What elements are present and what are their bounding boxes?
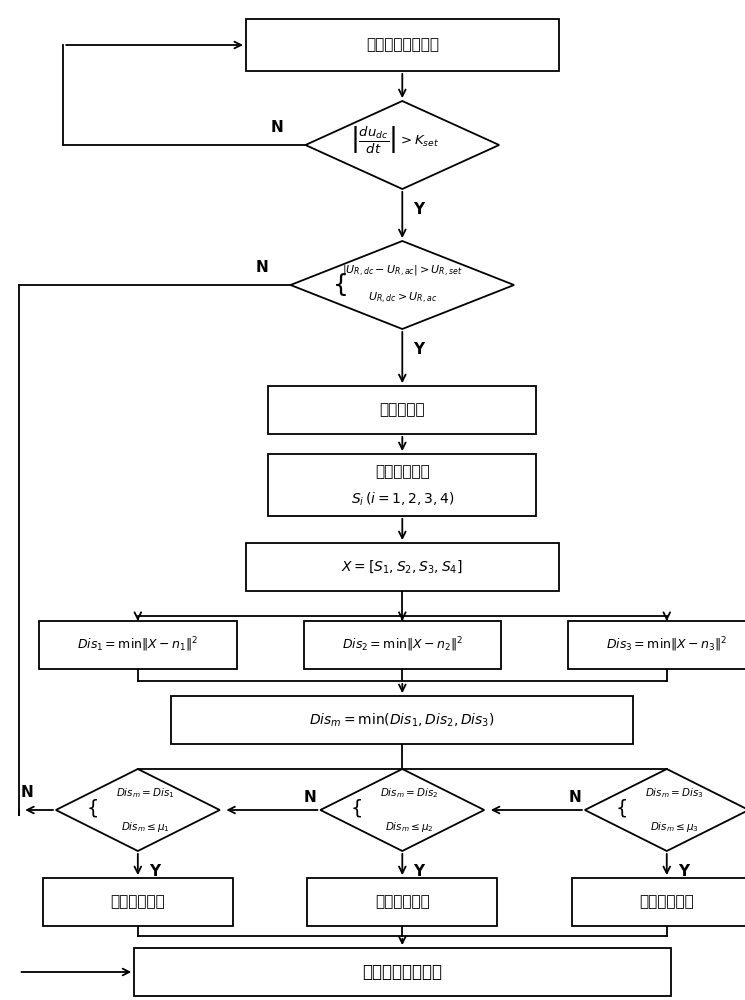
Text: $Dis_m\leq\mu_1$: $Dis_m\leq\mu_1$ — [121, 820, 170, 834]
Text: Y: Y — [413, 864, 425, 879]
Text: N: N — [568, 790, 581, 805]
Text: 时间窗口求和: 时间窗口求和 — [375, 464, 430, 480]
Text: $Dis_3=\min\Vert X-n_3\Vert^2$: $Dis_3=\min\Vert X-n_3\Vert^2$ — [606, 636, 727, 654]
Text: 负极接地故障: 负极接地故障 — [375, 894, 430, 910]
FancyBboxPatch shape — [246, 543, 559, 591]
FancyBboxPatch shape — [568, 621, 745, 669]
Text: $X=[S_1,S_2,S_3,S_4]$: $X=[S_1,S_2,S_3,S_4]$ — [341, 559, 463, 575]
Text: $\{$: $\{$ — [86, 797, 98, 819]
Text: $Dis_m\leq\mu_3$: $Dis_m\leq\mu_3$ — [650, 820, 699, 834]
Text: $Dis_m=Dis_3$: $Dis_m=Dis_3$ — [645, 786, 703, 800]
Text: Y: Y — [149, 864, 160, 879]
Text: $U_{R,dc}>U_{R,ac}$: $U_{R,dc}>U_{R,ac}$ — [368, 290, 437, 306]
Text: N: N — [256, 260, 268, 275]
Text: $Dis_m=\min(Dis_1,Dis_2,Dis_3)$: $Dis_m=\min(Dis_1,Dis_2,Dis_3)$ — [309, 711, 495, 729]
FancyBboxPatch shape — [246, 19, 559, 71]
FancyBboxPatch shape — [307, 878, 497, 926]
Text: $Dis_2=\min\Vert X-n_2\Vert^2$: $Dis_2=\min\Vert X-n_2\Vert^2$ — [342, 636, 463, 654]
FancyBboxPatch shape — [134, 948, 670, 996]
Text: $Dis_m\leq\mu_2$: $Dis_m\leq\mu_2$ — [385, 820, 434, 834]
Text: 读取电压电流数据: 读取电压电流数据 — [366, 37, 439, 52]
Text: $\{$: $\{$ — [332, 270, 346, 298]
Text: $\left|\dfrac{du_{dc}}{dt}\right|>K_{set}$: $\left|\dfrac{du_{dc}}{dt}\right|>K_{set… — [350, 124, 440, 155]
Polygon shape — [585, 769, 745, 851]
Text: $Dis_m=Dis_1$: $Dis_m=Dis_1$ — [116, 786, 174, 800]
FancyBboxPatch shape — [268, 454, 536, 516]
Text: 双极短路故障: 双极短路故障 — [639, 894, 694, 910]
Text: $\{$: $\{$ — [350, 797, 362, 819]
Text: Y: Y — [413, 202, 425, 217]
FancyBboxPatch shape — [572, 878, 745, 926]
FancyBboxPatch shape — [304, 621, 501, 669]
Text: $\{$: $\{$ — [615, 797, 627, 819]
Text: $|U_{R,dc}-U_{R,ac}|>U_{R,set}$: $|U_{R,dc}-U_{R,ac}|>U_{R,set}$ — [342, 264, 463, 278]
Text: 区外故障或无故障: 区外故障或无故障 — [362, 963, 443, 981]
Text: Y: Y — [413, 342, 425, 357]
FancyBboxPatch shape — [42, 878, 232, 926]
Text: 标幺化处理: 标幺化处理 — [379, 402, 425, 418]
Text: $Dis_m=Dis_2$: $Dis_m=Dis_2$ — [381, 786, 439, 800]
Text: 正极接地故障: 正极接地故障 — [110, 894, 165, 910]
Polygon shape — [305, 101, 499, 189]
Polygon shape — [320, 769, 484, 851]
Text: $S_i\,(i=1,2,3,4)$: $S_i\,(i=1,2,3,4)$ — [351, 490, 454, 508]
Text: Y: Y — [678, 864, 689, 879]
Text: N: N — [304, 790, 317, 805]
Text: N: N — [21, 785, 34, 800]
Polygon shape — [56, 769, 220, 851]
FancyBboxPatch shape — [268, 386, 536, 434]
FancyBboxPatch shape — [39, 621, 236, 669]
Text: $Dis_1=\min\Vert X-n_1\Vert^2$: $Dis_1=\min\Vert X-n_1\Vert^2$ — [77, 636, 198, 654]
Polygon shape — [291, 241, 514, 329]
FancyBboxPatch shape — [171, 696, 633, 744]
Text: N: N — [270, 120, 283, 135]
